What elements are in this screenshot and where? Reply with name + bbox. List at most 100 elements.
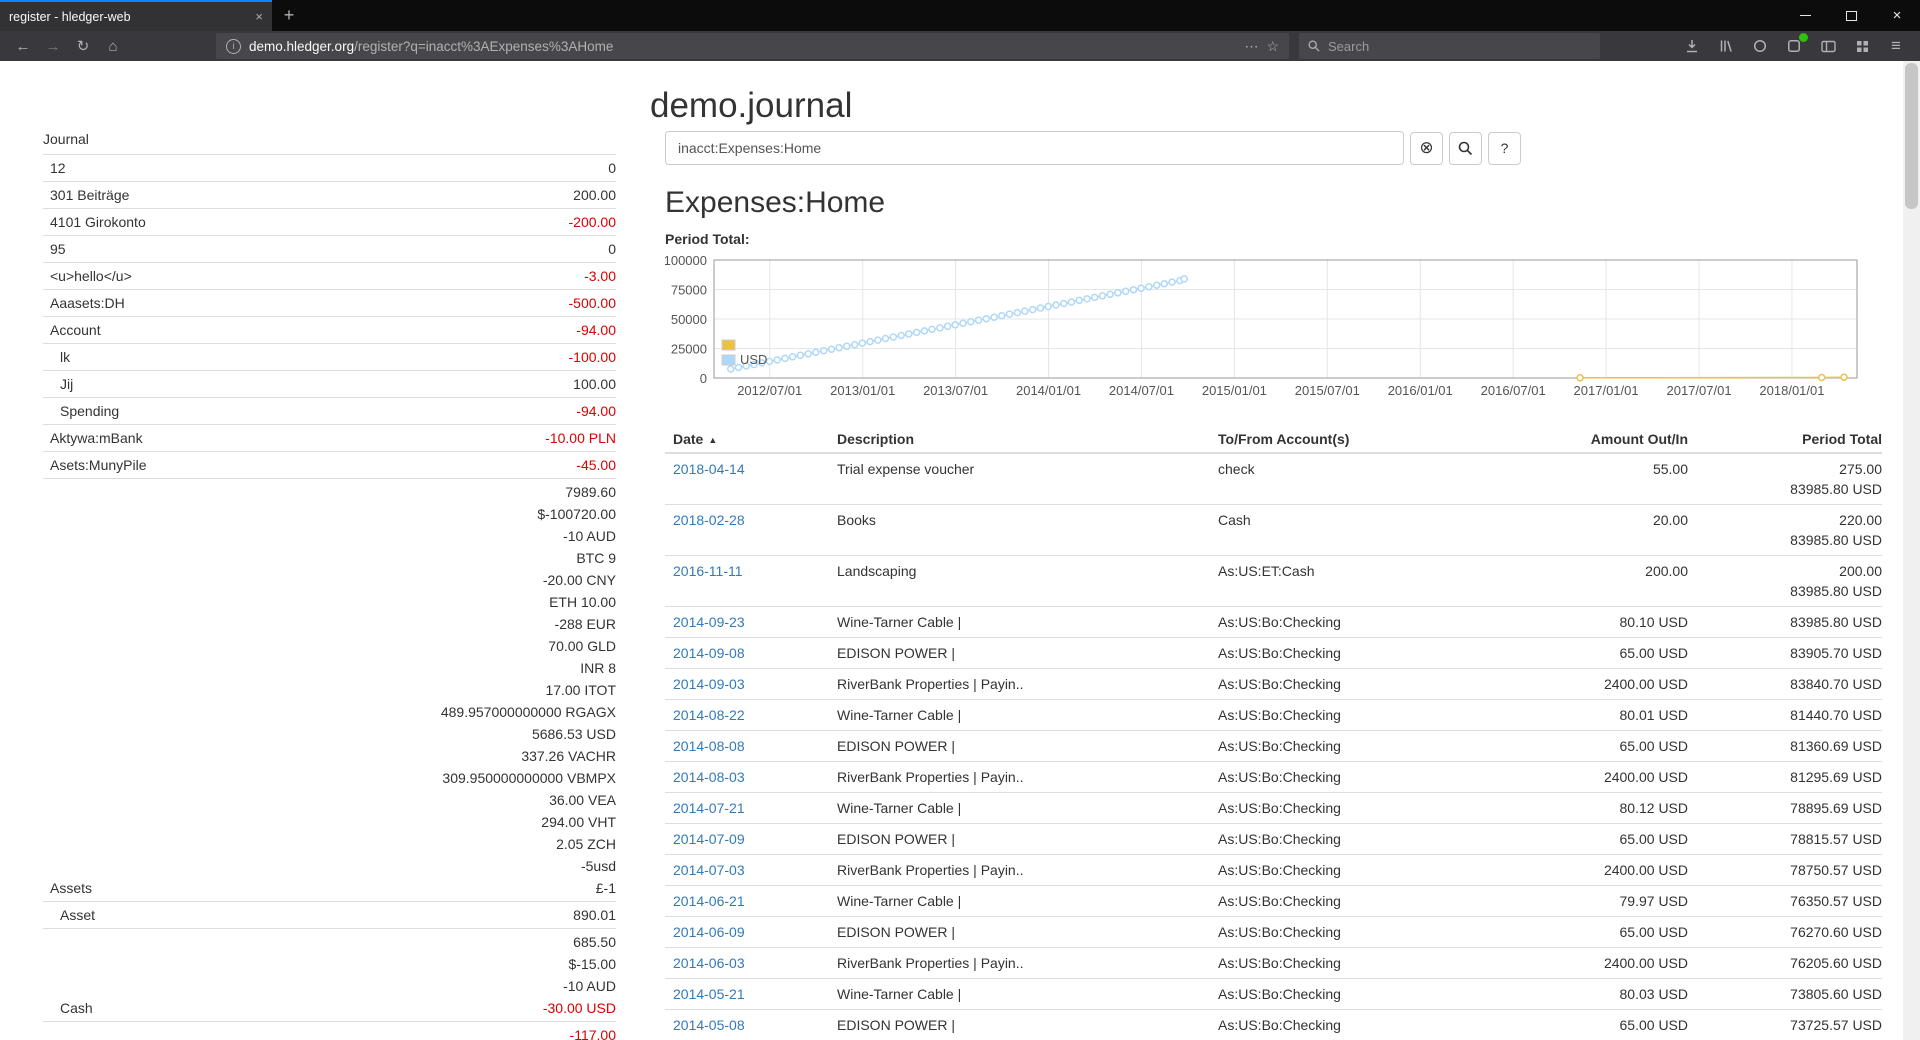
vertical-scrollbar[interactable]: [1903, 61, 1920, 1040]
toolbar-icons: ≡: [1680, 33, 1912, 58]
description-cell: Wine-Tarner Cable |: [829, 606, 1210, 638]
account-name[interactable]: 95: [50, 241, 66, 257]
account-name[interactable]: Cash: [60, 1000, 93, 1016]
account-name[interactable]: Assets: [50, 880, 93, 896]
account-name[interactable]: Spending: [60, 403, 120, 419]
date-link[interactable]: 2014-07-09: [673, 831, 745, 847]
description-cell: Wine-Tarner Cable |: [829, 885, 1210, 917]
date-link[interactable]: 2014-07-03: [673, 862, 745, 878]
period-chart[interactable]: 2012/07/01 2013/01/01 2013/07/01 2014/01/01…: [664, 253, 1860, 401]
sidebar-account-row[interactable]: Jij 100.00: [43, 370, 616, 397]
home-button[interactable]: ⌂: [108, 37, 118, 55]
date-link[interactable]: 2018-04-14: [673, 461, 745, 477]
account-name[interactable]: Aktywa:mBank: [50, 430, 143, 446]
bookmark-star-icon[interactable]: ☆: [1266, 37, 1279, 54]
account-cell: As:US:Bo:Checking: [1210, 823, 1513, 855]
date-link[interactable]: 2014-05-21: [673, 986, 745, 1002]
sidebar-account-row[interactable]: Asset 890.01: [43, 901, 616, 928]
col-date[interactable]: Date ▲: [665, 426, 829, 454]
page-content: Journal 12 0 301 Beiträge 200.00 4101 Giroko…: [0, 61, 1903, 1040]
sidebar-account-row[interactable]: Account -94.00: [43, 316, 616, 343]
search-button[interactable]: [1449, 131, 1482, 165]
grid-button[interactable]: [1850, 34, 1874, 58]
account-name[interactable]: 301 Beiträge: [50, 187, 130, 203]
date-link[interactable]: 2014-06-21: [673, 893, 745, 909]
account-cell: check: [1210, 452, 1513, 505]
date-link[interactable]: 2014-09-03: [673, 676, 745, 692]
account-name[interactable]: 4101 Girokonto: [50, 214, 146, 230]
sidebar-account-row[interactable]: Spending -94.00: [43, 397, 616, 424]
search-icon: [1308, 40, 1320, 52]
date-link[interactable]: 2014-06-09: [673, 924, 745, 940]
account-name[interactable]: Asset: [60, 907, 96, 923]
help-button[interactable]: ?: [1488, 131, 1521, 165]
sidebar-account-row[interactable]: <u>hello</u> -3.00: [43, 262, 616, 289]
date-link[interactable]: 2018-02-28: [673, 512, 745, 528]
chart-container: 2012/07/01 2013/01/01 2013/07/01 2014/01/01…: [664, 253, 1882, 406]
account-name[interactable]: Asets:MunyPile: [50, 457, 147, 473]
date-link[interactable]: 2014-06-03: [673, 955, 745, 971]
sidebar-account-row[interactable]: Assets 7989.60 $-100720.00 -10 AUD BTC 9 -20.…: [43, 478, 616, 901]
sidebar-account-row[interactable]: Aktywa:mBank -10.00 PLN: [43, 424, 616, 451]
date-link[interactable]: 2014-05-08: [673, 1017, 745, 1033]
date-link[interactable]: 2014-08-22: [673, 707, 745, 723]
date-link[interactable]: 2014-07-21: [673, 800, 745, 816]
window-restore-button[interactable]: [1828, 0, 1874, 31]
sidebar-account-row[interactable]: 95 0: [43, 235, 616, 262]
account-name[interactable]: <u>hello</u>: [50, 268, 132, 284]
description-cell: RiverBank Properties | Payin..: [829, 947, 1210, 979]
journal-link[interactable]: Journal: [43, 131, 89, 147]
new-tab-button[interactable]: +: [283, 5, 295, 25]
library-button[interactable]: [1714, 34, 1738, 58]
sidebar-account-row[interactable]: 4101 Girokonto -200.00: [43, 208, 616, 235]
date-link[interactable]: 2014-09-08: [673, 645, 745, 661]
account-balance: 100.00: [573, 373, 616, 395]
account-name[interactable]: Aaasets:DH: [50, 295, 125, 311]
sidebar-account-row[interactable]: lk -100.00: [43, 343, 616, 370]
date-link[interactable]: 2014-09-23: [673, 614, 745, 630]
col-description[interactable]: Description: [829, 426, 1210, 454]
browser-tab[interactable]: register - hledger-web ×: [0, 0, 272, 31]
browser-search-field[interactable]: Search: [1299, 33, 1600, 59]
sidebar-account-row[interactable]: Asets:MunyPile -45.00: [43, 451, 616, 478]
sidebar-account-row[interactable]: Aaasets:DH -500.00: [43, 289, 616, 316]
date-link[interactable]: 2016-11-11: [673, 563, 743, 579]
col-amount[interactable]: Amount Out/In: [1513, 426, 1696, 454]
sidebar-account-row[interactable]: Cash 685.50 $-15.00 -10 AUD -30.00 USD: [43, 928, 616, 1021]
account-balance: -100.00: [569, 346, 616, 368]
sidebar-account-row[interactable]: -117.00: [43, 1021, 616, 1040]
col-account[interactable]: To/From Account(s): [1210, 426, 1513, 454]
period-total-cell: 76205.60 USD: [1696, 947, 1882, 979]
site-info-icon[interactable]: i: [226, 38, 241, 54]
account-name[interactable]: Account: [50, 322, 101, 338]
scrollbar-thumb[interactable]: [1905, 63, 1918, 209]
sidebar-toggle-button[interactable]: [1816, 34, 1840, 58]
account-name[interactable]: 12: [50, 160, 66, 176]
menu-button[interactable]: ≡: [1891, 36, 1901, 55]
query-input[interactable]: [665, 131, 1404, 165]
clear-query-button[interactable]: ⊗: [1410, 131, 1443, 165]
date-link[interactable]: 2014-08-08: [673, 738, 745, 754]
sidebar-account-row[interactable]: 301 Beiträge 200.00: [43, 181, 616, 208]
forward-button[interactable]: →: [45, 37, 61, 55]
download-button[interactable]: [1680, 34, 1704, 58]
account-balance: 7989.60 $-100720.00 -10 AUD BTC 9 -20.00 CNY…: [441, 481, 616, 899]
back-button[interactable]: ←: [15, 37, 31, 55]
window-close-button[interactable]: ×: [1874, 0, 1920, 31]
url-bar[interactable]: i demo.hledger.org/register?q=inacct%3AE…: [216, 33, 1289, 59]
amount-cell: 65.00 USD: [1513, 637, 1696, 669]
col-period-total[interactable]: Period Total: [1696, 426, 1882, 454]
date-link[interactable]: 2014-08-03: [673, 769, 745, 785]
sidebar-account-row[interactable]: 12 0: [43, 154, 616, 181]
window-minimize-button[interactable]: [1782, 0, 1828, 31]
reload-button[interactable]: ↻: [76, 38, 90, 55]
tab-close-icon[interactable]: ×: [255, 9, 263, 24]
period-total-cell: 78750.57 USD: [1696, 854, 1882, 886]
account-balance: -117.00: [570, 1024, 616, 1040]
page-actions-icon[interactable]: ⋯: [1244, 37, 1259, 54]
period-total-label: Period Total:: [665, 231, 750, 247]
account-name[interactable]: lk: [60, 349, 71, 365]
addon-button-1[interactable]: [1748, 34, 1772, 58]
account-name[interactable]: Jij: [60, 376, 74, 392]
addon-button-2[interactable]: [1782, 33, 1808, 58]
